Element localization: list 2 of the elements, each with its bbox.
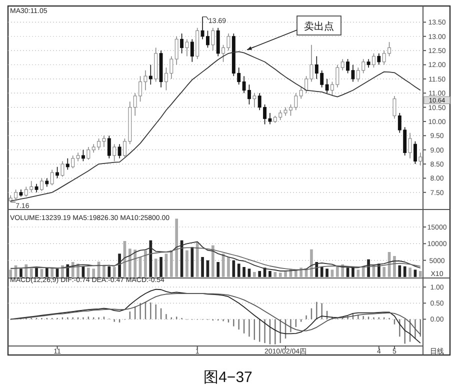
annotation: 卖出点 <box>304 20 334 32</box>
text: 图4−37 <box>204 369 252 386</box>
